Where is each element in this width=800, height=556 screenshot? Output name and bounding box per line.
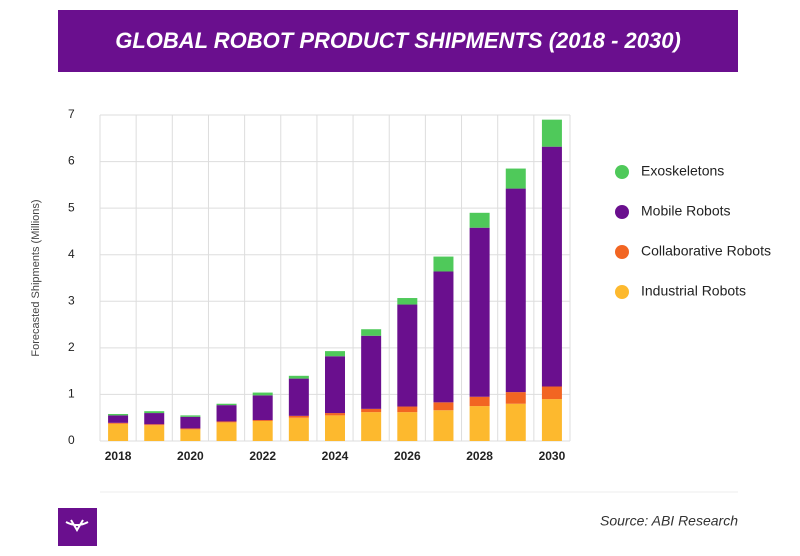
x-tick-label: 2018: [105, 449, 132, 463]
y-tick-label: 2: [68, 340, 75, 354]
bar-segment: [541, 119, 562, 147]
legend-label: Collaborative Robots: [641, 243, 771, 259]
legend-label: Mobile Robots: [641, 203, 731, 219]
bar-segment: [108, 415, 129, 423]
bar-segment: [108, 423, 129, 441]
bar-segment: [361, 412, 382, 441]
bar-segment: [469, 227, 490, 397]
x-tick-label: 2020: [177, 449, 204, 463]
bar-segment: [288, 415, 309, 418]
bar-segment: [541, 399, 562, 441]
legend-swatch: [615, 165, 629, 179]
legend-label: Industrial Robots: [641, 283, 746, 299]
bar-segment: [505, 403, 526, 441]
bar-segment: [397, 304, 418, 407]
bar-segment: [541, 146, 562, 387]
chart-title: GLOBAL ROBOT PRODUCT SHIPMENTS (2018 - 2…: [115, 28, 681, 53]
bar-segment: [144, 424, 165, 426]
bar-segment: [361, 408, 382, 413]
y-tick-label: 1: [68, 387, 75, 401]
x-tick-label: 2028: [466, 449, 493, 463]
bar-segment: [433, 402, 454, 411]
bar-segment: [433, 271, 454, 403]
bar-segment: [469, 212, 490, 228]
source: Source: ABI Research: [600, 513, 738, 529]
bar-segment: [325, 356, 345, 414]
x-tick-label: 2022: [249, 449, 276, 463]
y-tick-label: 0: [68, 433, 75, 447]
bar-segment: [252, 395, 273, 421]
bar-segment: [216, 421, 237, 423]
legend-swatch: [615, 245, 629, 259]
bar-segment: [397, 412, 418, 441]
logo: [58, 508, 97, 546]
y-tick-label: 5: [68, 200, 75, 214]
y-tick-label: 4: [68, 247, 75, 261]
bar-segment: [180, 415, 201, 417]
bar-segment: [216, 405, 237, 422]
bar-segment: [216, 422, 237, 441]
bar-segment: [288, 375, 309, 379]
bar-segment: [325, 351, 345, 357]
bar-segment: [252, 420, 273, 441]
bar-segment: [144, 411, 165, 414]
y-axis-label: Forecasted Shipments (Millions): [30, 199, 42, 356]
bar-segment: [361, 335, 382, 409]
bar-segment: [144, 413, 165, 425]
y-tick-label: 3: [68, 293, 75, 307]
bar-segment: [325, 415, 345, 441]
bar-segment: [325, 413, 345, 416]
bar-segment: [180, 428, 201, 430]
bar-segment: [433, 256, 454, 272]
x-tick-label: 2030: [539, 449, 566, 463]
bar-segment: [108, 422, 129, 424]
bar-segment: [108, 413, 129, 416]
bar-segment: [180, 429, 201, 441]
y-tick-label: 7: [68, 107, 75, 121]
bar-segment: [469, 406, 490, 441]
bar-segment: [252, 420, 273, 421]
legend-label: Exoskeletons: [641, 163, 724, 179]
x-tick-label: 2024: [322, 449, 349, 463]
bar-segment: [397, 406, 418, 413]
bar-segment: [469, 396, 490, 407]
bar-segment: [144, 425, 165, 441]
bar-segment: [288, 417, 309, 441]
title-banner: [58, 10, 738, 72]
bar-segment: [288, 378, 309, 416]
bar-segment: [180, 416, 201, 429]
bar-segment: [252, 392, 273, 396]
logo-mark: [65, 519, 89, 532]
x-tick-label: 2026: [394, 449, 421, 463]
bar-segment: [505, 168, 526, 189]
legend-swatch: [615, 205, 629, 219]
bar-segment: [541, 386, 562, 400]
bar-segment: [361, 329, 382, 336]
bar-segment: [216, 403, 237, 406]
bar-segment: [397, 298, 418, 305]
bar-segment: [505, 188, 526, 393]
bar-segment: [433, 410, 454, 441]
legend-swatch: [615, 285, 629, 299]
bar-segment: [505, 392, 526, 404]
y-tick-label: 6: [68, 154, 75, 168]
